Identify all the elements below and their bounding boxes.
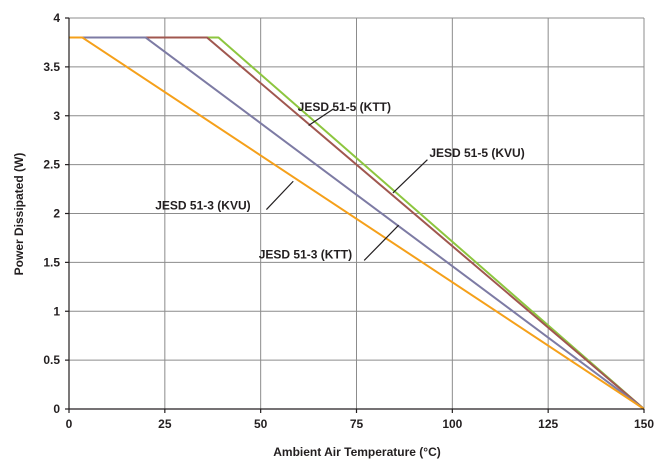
x-tick-label: 150 (634, 417, 654, 431)
x-tick-label: 50 (254, 417, 268, 431)
axes: 0 25 50 75 100 125 150 0 0.5 1 1.5 2 2.5 3 3.5 4 (43, 11, 654, 431)
y-tick-label: 2 (53, 207, 60, 221)
y-tick-label: 4 (53, 11, 60, 25)
leader-line-jesd-51-5-ktt (308, 108, 334, 127)
x-tick-label: 0 (66, 417, 73, 431)
series-line-jesd-51-3-ktt (69, 36, 645, 410)
series-layer (69, 36, 645, 410)
y-tick-label: 0 (53, 402, 60, 416)
y-tick-label: 1 (53, 304, 60, 318)
annotation-jesd-51-3-kvu: JESD 51-3 (KVU) (155, 199, 250, 213)
y-axis-label: Power Dissipated (W) (12, 153, 26, 276)
y-tick-label: 2.5 (43, 158, 60, 172)
leader-line-jesd-51-5-kvu (392, 159, 428, 194)
y-tick-label: 3 (53, 109, 60, 123)
annotation-jesd-51-5-ktt: JESD 51-5 (KTT) (298, 100, 391, 114)
leader-line-jesd-51-3-kvu (265, 180, 294, 211)
series-line-jesd-51-3-kvu (69, 36, 645, 410)
x-axis-label: Ambient Air Temperature (°C) (273, 445, 440, 459)
x-tick-label: 125 (538, 417, 558, 431)
x-tick-label: 100 (442, 417, 462, 431)
annotations: JESD 51-5 (KTT) JESD 51-5 (KVU) JESD 51-3 … (155, 100, 524, 262)
x-tick-label: 75 (350, 417, 364, 431)
leader-line-jesd-51-3-ktt (363, 224, 400, 261)
annotation-jesd-51-5-kvu: JESD 51-5 (KVU) (429, 146, 524, 160)
y-tick-label: 0.5 (43, 353, 60, 367)
annotation-jesd-51-3-ktt: JESD 51-3 (KTT) (259, 247, 352, 261)
y-tick-label: 3.5 (43, 60, 60, 74)
x-tick-label: 25 (158, 417, 172, 431)
y-tick-label: 1.5 (43, 255, 60, 269)
grid (68, 17, 645, 410)
